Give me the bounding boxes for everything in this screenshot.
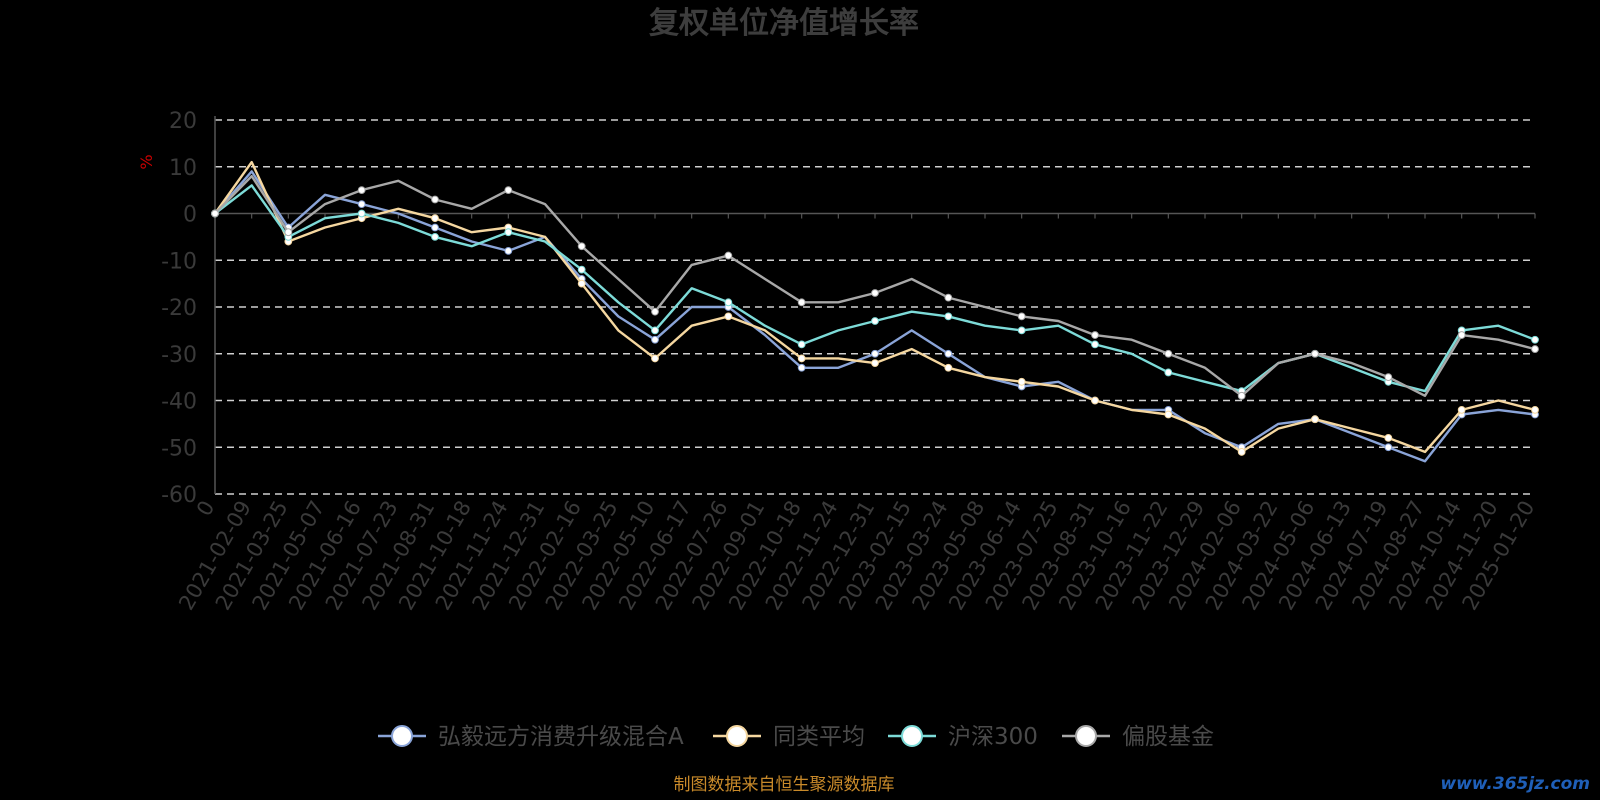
series-point <box>431 214 439 223</box>
series-point <box>284 228 293 237</box>
series-point <box>1457 405 1466 414</box>
series-point <box>1017 326 1026 335</box>
y-tick-label: 20 <box>169 109 197 134</box>
series-point <box>577 265 586 274</box>
series-point <box>797 354 806 363</box>
series-point <box>944 293 953 302</box>
series-point <box>1457 331 1466 339</box>
series-point <box>211 209 219 218</box>
series-point <box>1237 448 1246 456</box>
series-point <box>1384 443 1393 452</box>
series-point <box>431 223 439 232</box>
y-tick-label: -10 <box>161 249 197 274</box>
series-point <box>797 363 806 372</box>
series-point <box>944 312 953 321</box>
series-point <box>871 317 879 325</box>
series-point <box>871 349 879 358</box>
series-point <box>1531 335 1539 344</box>
y-tick-label: -30 <box>161 343 197 368</box>
legend-label-2: 沪深300 <box>948 724 1038 750</box>
y-tick-label: -40 <box>161 390 197 415</box>
legend-label-3: 偏股基金 <box>1122 724 1214 750</box>
series-point <box>357 200 366 209</box>
series-point <box>504 247 513 255</box>
watermark: www.365jz.com <box>1440 774 1590 794</box>
series-point <box>944 349 953 358</box>
series-point <box>1237 391 1246 400</box>
series-point <box>431 195 439 204</box>
series-point <box>1531 345 1539 353</box>
series-point <box>944 363 953 372</box>
legend: 弘毅远方消费升级混合A 同类平均 沪深300 偏股基金 <box>378 724 1214 750</box>
legend-marker-2 <box>901 725 923 747</box>
series-point <box>651 326 659 335</box>
source-note: 制图数据来自恒生聚源数据库 <box>674 775 895 795</box>
series-lines <box>211 160 1539 463</box>
y-tick-label: -60 <box>161 483 197 508</box>
axes <box>214 116 1536 494</box>
y-tick-label: 10 <box>169 156 197 181</box>
series-point <box>577 242 586 251</box>
series-point <box>1311 349 1319 358</box>
legend-marker-0 <box>391 725 413 747</box>
series-point <box>797 298 806 307</box>
y-axis-unit: % <box>137 154 156 169</box>
series-point <box>1091 340 1099 349</box>
y-tick-label: -20 <box>161 296 197 321</box>
legend-label-1: 同类平均 <box>773 724 865 750</box>
legend-marker-3 <box>1075 725 1097 747</box>
series-point <box>871 359 879 368</box>
chart-title: 复权单位净值增长率 <box>649 6 919 41</box>
series-point <box>1164 368 1173 377</box>
y-tick-label: -50 <box>161 436 197 461</box>
series-point <box>357 209 366 218</box>
series-point <box>357 186 366 195</box>
series-point <box>1164 349 1173 358</box>
series-point <box>1384 373 1393 382</box>
series-point <box>1017 377 1026 386</box>
series-point <box>1091 331 1099 339</box>
series-point <box>797 340 806 349</box>
series-point <box>871 289 879 297</box>
series-point <box>1091 396 1099 405</box>
series-point <box>651 354 659 363</box>
x-tick-labels: 02021-02-092021-03-252021-05-072021-06-1… <box>174 496 1539 614</box>
series-point <box>1531 405 1539 414</box>
legend-marker-1 <box>726 725 748 747</box>
series-point <box>724 298 733 307</box>
series-point <box>1017 312 1026 321</box>
series-point <box>1311 415 1319 424</box>
series-point <box>724 312 733 321</box>
series-point <box>504 228 513 237</box>
x-tick-label: 0 <box>192 497 219 521</box>
series-point <box>577 279 586 288</box>
y-tick-labels: 20 10 0 -10 -20 -30 -40 -50 -60 <box>161 109 197 508</box>
series-point <box>1164 410 1173 419</box>
series-point <box>1384 434 1393 442</box>
series-point <box>724 251 733 260</box>
series-point <box>651 335 659 344</box>
y-tick-label: 0 <box>183 203 197 228</box>
series-point <box>431 232 439 241</box>
grid <box>215 119 1535 495</box>
series-point <box>651 307 659 316</box>
series-point <box>504 186 513 195</box>
legend-label-0: 弘毅远方消费升级混合A <box>438 724 684 750</box>
